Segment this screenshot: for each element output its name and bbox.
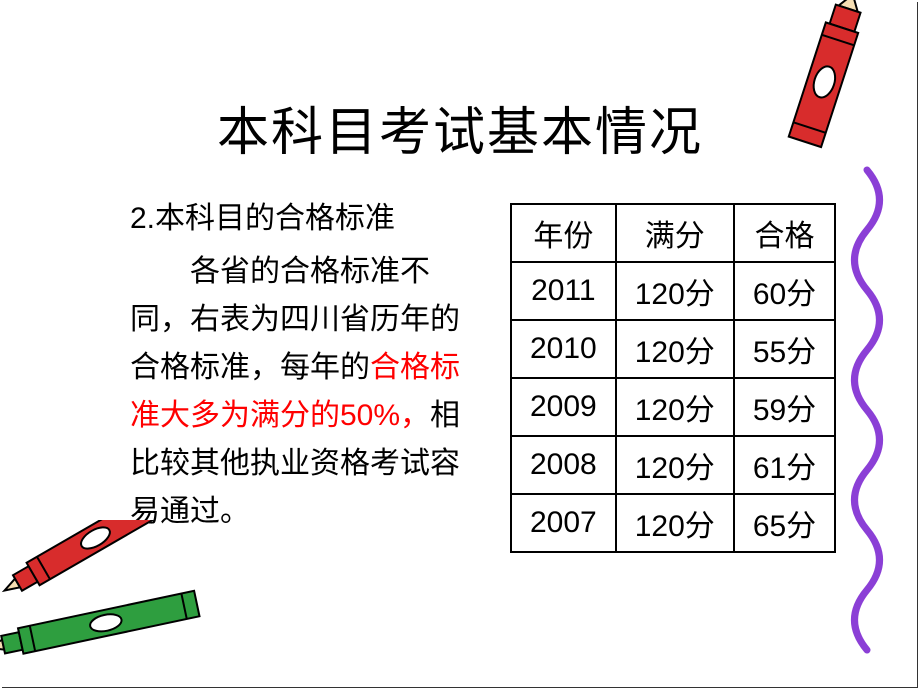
table-row: 2007 120分 65分 — [511, 494, 835, 552]
cell-pass: 65分 — [734, 494, 835, 552]
cell-year: 2011 — [511, 262, 616, 320]
cell-year: 2010 — [511, 320, 616, 378]
th-pass: 合格 — [734, 204, 835, 262]
subtitle: 2.本科目的合格标准 — [130, 195, 480, 243]
cell-pass: 61分 — [734, 436, 835, 494]
cell-year: 2008 — [511, 436, 616, 494]
table-row: 2011 120分 60分 — [511, 262, 835, 320]
table-wrap: 年份 满分 合格 2011 120分 60分 2010 120分 55分 — [510, 203, 836, 553]
crayons-bottom-icon — [0, 520, 260, 700]
subtitle-text: 本科目的合格标准 — [155, 202, 395, 235]
cell-full: 120分 — [616, 436, 734, 494]
table-header-row: 年份 满分 合格 — [511, 204, 835, 262]
table-row: 2008 120分 61分 — [511, 436, 835, 494]
para-highlight-pct: 50% — [340, 399, 400, 432]
cell-year: 2009 — [511, 378, 616, 436]
score-table: 年份 满分 合格 2011 120分 60分 2010 120分 55分 — [510, 203, 836, 553]
para-highlight-comma: ， — [400, 399, 430, 432]
cell-year: 2007 — [511, 494, 616, 552]
table-body: 2011 120分 60分 2010 120分 55分 2009 120分 59… — [511, 262, 835, 552]
cell-full: 120分 — [616, 320, 734, 378]
th-year: 年份 — [511, 204, 616, 262]
squiggle-icon — [832, 160, 902, 660]
th-full: 满分 — [616, 204, 734, 262]
text-block: 2.本科目的合格标准 各省的合格标准不同，右表为四川省历年的合格标准，每年的合格… — [130, 195, 480, 536]
cell-pass: 59分 — [734, 378, 835, 436]
subtitle-number: 2. — [130, 202, 155, 235]
page-title: 本科目考试基本情况 — [60, 90, 860, 165]
table-row: 2010 120分 55分 — [511, 320, 835, 378]
crayon-red-icon — [780, 0, 870, 170]
cell-pass: 60分 — [734, 262, 835, 320]
paragraph: 各省的合格标准不同，右表为四川省历年的合格标准，每年的合格标准大多为满分的50%… — [130, 248, 480, 536]
cell-full: 120分 — [616, 262, 734, 320]
cell-full: 120分 — [616, 378, 734, 436]
slide: 本科目考试基本情况 2.本科目的合格标准 各省的合格标准不同，右表为四川省历年的… — [0, 0, 920, 690]
table-row: 2009 120分 59分 — [511, 378, 835, 436]
cell-pass: 55分 — [734, 320, 835, 378]
content-row: 2.本科目的合格标准 各省的合格标准不同，右表为四川省历年的合格标准，每年的合格… — [60, 195, 860, 553]
cell-full: 120分 — [616, 494, 734, 552]
